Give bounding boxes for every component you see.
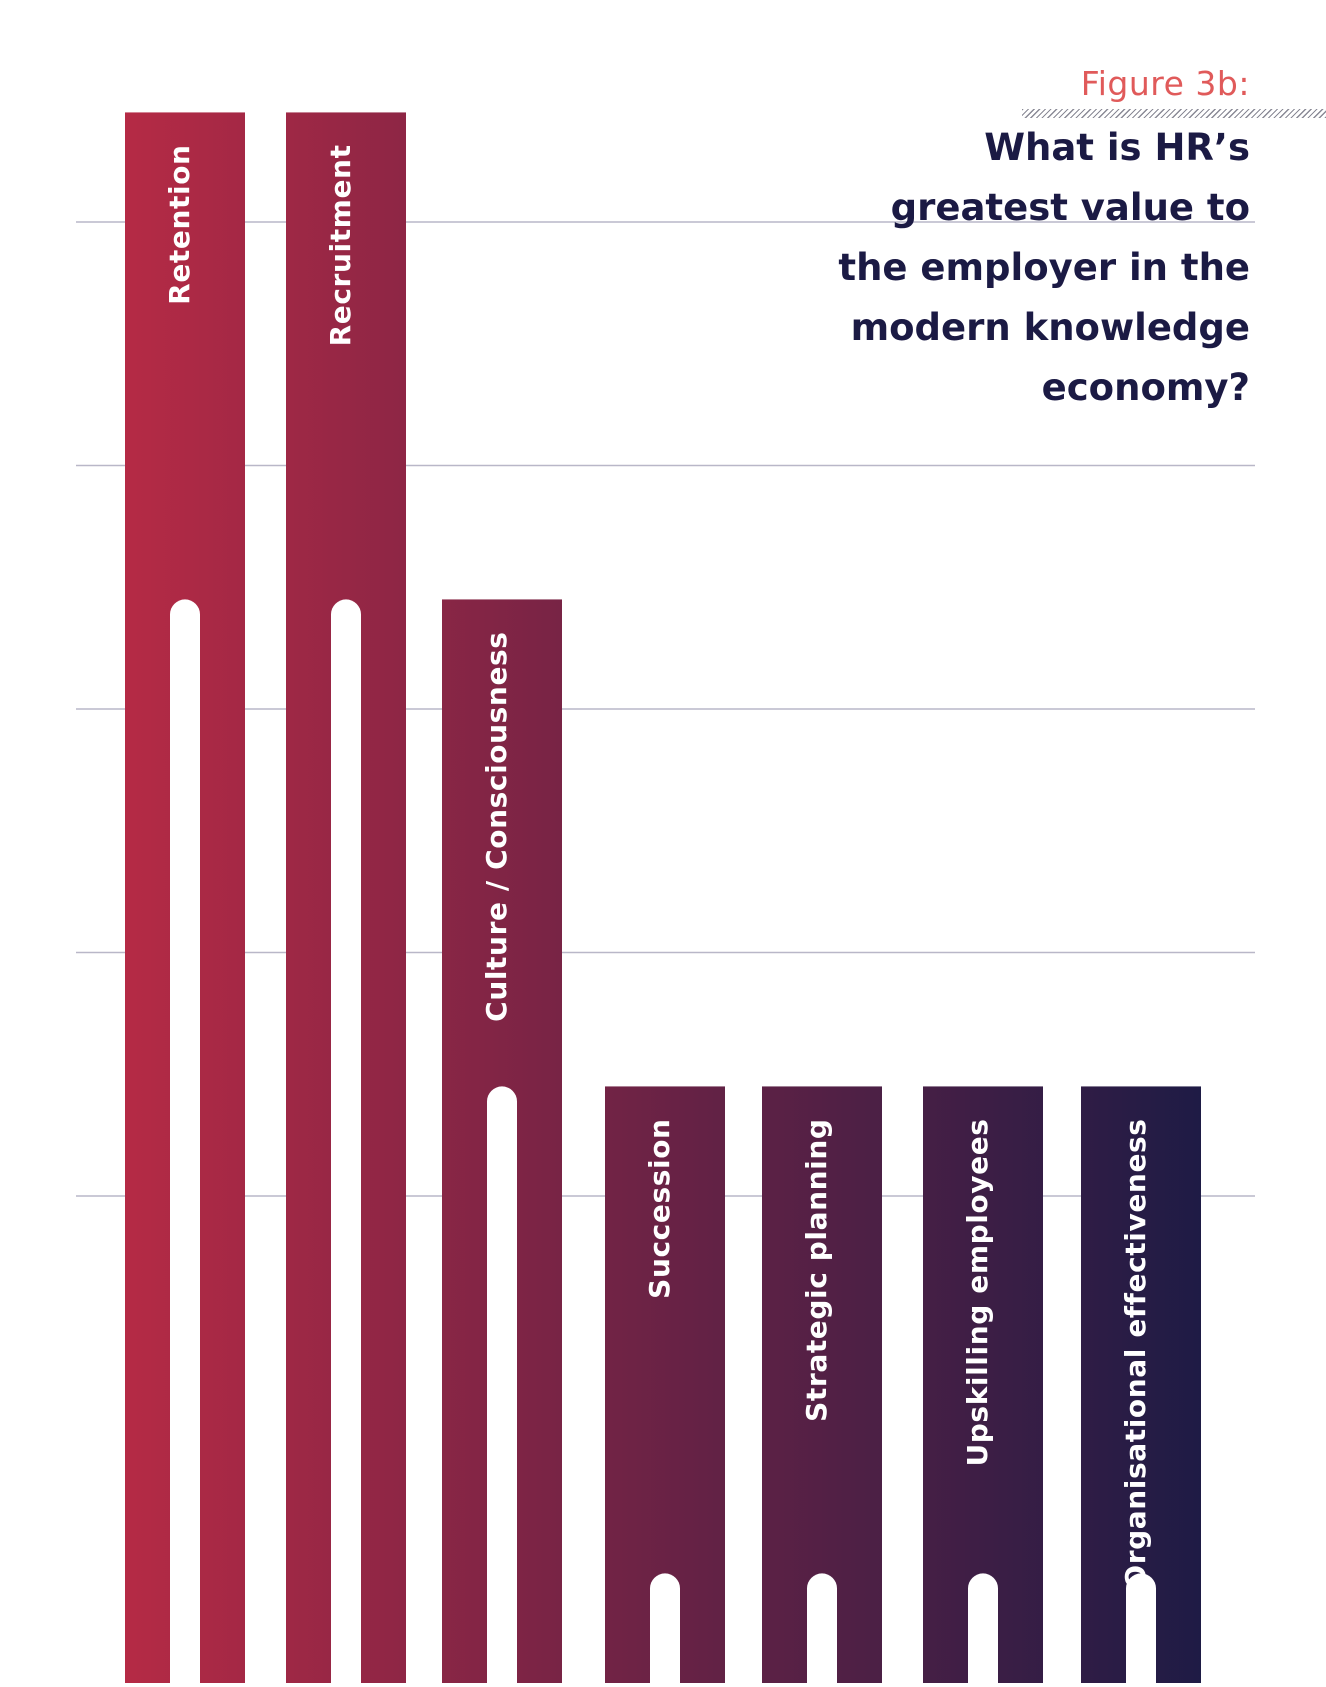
bar-slot xyxy=(968,1573,998,1687)
bar-label: Strategic planning xyxy=(800,1118,833,1421)
bar-label: Succession xyxy=(643,1118,676,1298)
chart-title: What is HR’s greatest value to the emplo… xyxy=(810,118,1250,418)
bar-slot xyxy=(1126,1573,1156,1687)
chart-title-line: modern knowledge xyxy=(850,306,1250,349)
bar-label: Upskilling employees xyxy=(961,1118,994,1466)
bar-label: Retention xyxy=(163,144,196,304)
figure-label: Figure 3b: xyxy=(1080,64,1250,103)
chart-title-line: the employer in the xyxy=(838,246,1250,289)
chart-title-line: greatest value to xyxy=(890,186,1250,229)
bar-slot xyxy=(650,1573,680,1687)
bar-slot xyxy=(487,1086,517,1687)
bar-label: Recruitment xyxy=(324,144,357,346)
bar-slot xyxy=(807,1573,837,1687)
title-divider-hatch xyxy=(1022,109,1326,118)
bar-label: Culture / Consciousness xyxy=(480,631,513,1021)
bar-slot xyxy=(331,599,361,1687)
bar-slot xyxy=(170,599,200,1687)
bar-label: Organisational effectiveness xyxy=(1119,1118,1152,1588)
chart-title-line: economy? xyxy=(1041,366,1250,409)
chart-title-line: What is HR’s xyxy=(984,126,1250,169)
